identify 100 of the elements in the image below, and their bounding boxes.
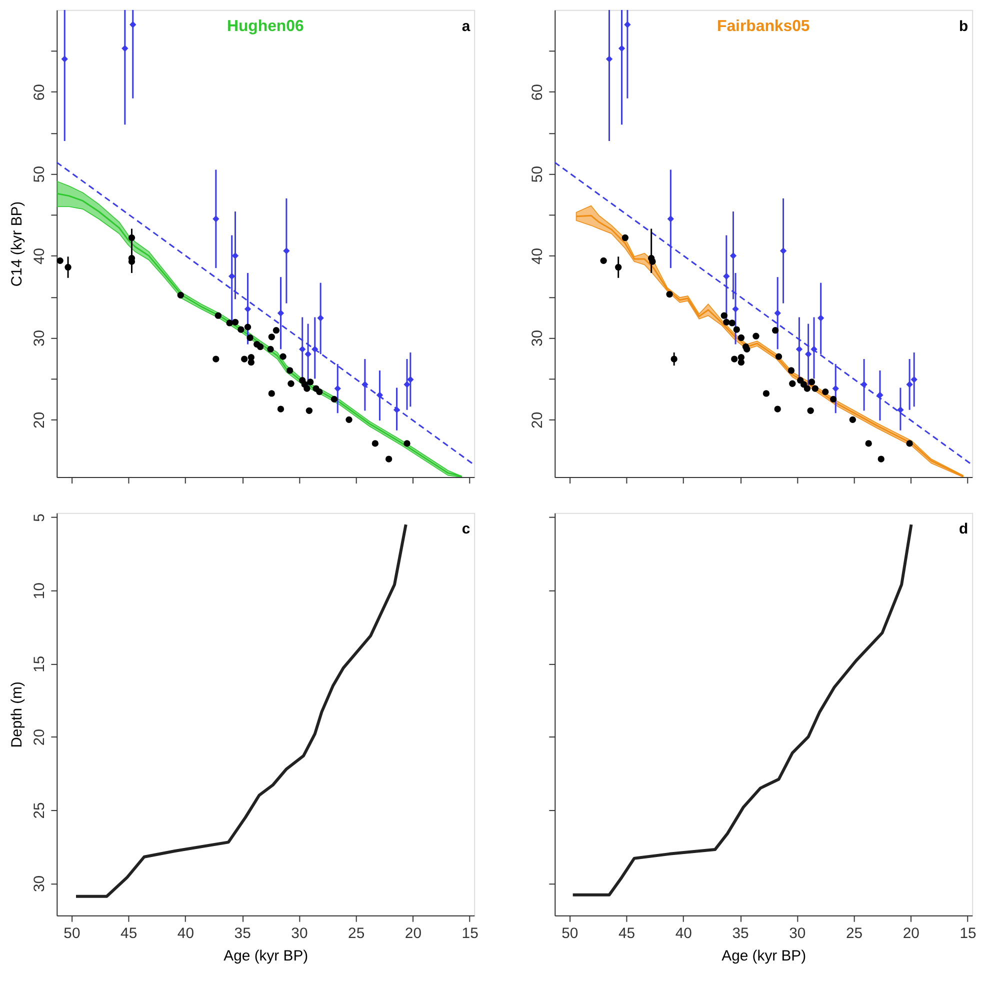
point	[299, 346, 306, 353]
point	[128, 234, 136, 242]
point	[730, 252, 737, 260]
x-axis-title: Age (kyr BP)	[722, 948, 806, 965]
point	[286, 367, 294, 374]
point	[277, 406, 284, 412]
x-tick-label: 35	[732, 926, 749, 942]
point	[226, 320, 233, 326]
y-tick-label: 20	[530, 412, 546, 428]
point	[232, 318, 239, 326]
point	[61, 56, 68, 62]
x-tick-label: 25	[846, 926, 863, 942]
point	[772, 327, 779, 334]
point	[268, 390, 275, 397]
point	[304, 385, 310, 392]
point	[878, 456, 884, 462]
point	[906, 440, 913, 447]
point	[241, 356, 248, 362]
y-tick-label: 40	[530, 248, 546, 265]
point	[738, 334, 745, 342]
point	[738, 358, 745, 366]
x-tick-label: 45	[120, 926, 138, 942]
point	[910, 376, 918, 383]
x-tick-label: 45	[618, 926, 636, 942]
y-tick-label: 50	[530, 166, 546, 183]
annotation: a	[462, 18, 471, 35]
y-tick-label: 30	[32, 330, 48, 347]
point	[404, 381, 410, 388]
point	[615, 264, 622, 271]
x-tick-label: 20	[902, 926, 920, 942]
point	[774, 406, 781, 412]
point	[720, 312, 728, 319]
point	[667, 216, 674, 222]
point	[807, 407, 814, 414]
point	[407, 376, 414, 383]
point	[666, 290, 673, 298]
point	[752, 332, 760, 340]
point	[810, 346, 818, 353]
y-tick-label: 60	[32, 84, 48, 101]
point	[774, 310, 781, 316]
y-tick-label: 40	[32, 248, 48, 265]
point	[267, 346, 274, 353]
y-axis-title: Depth (m)	[9, 681, 26, 748]
point	[788, 367, 795, 374]
point	[775, 353, 782, 360]
y-tick-label: 20	[32, 729, 48, 746]
point	[64, 264, 72, 271]
point	[214, 312, 222, 319]
point	[849, 416, 856, 424]
y-tick-label: 50	[32, 166, 48, 183]
point	[830, 396, 837, 403]
point	[723, 272, 730, 280]
point	[288, 380, 294, 387]
point	[618, 45, 626, 52]
point	[316, 388, 323, 396]
point	[796, 346, 803, 353]
point	[649, 258, 656, 265]
point	[728, 320, 736, 326]
y-tick-label: 15	[32, 656, 48, 672]
point	[812, 385, 818, 392]
point	[600, 257, 607, 264]
point	[832, 385, 839, 392]
point	[804, 385, 811, 392]
x-tick-label: 30	[789, 926, 806, 942]
point	[306, 407, 313, 414]
point	[56, 257, 64, 264]
point	[762, 390, 770, 397]
point	[346, 416, 352, 424]
y-tick-label: 5	[32, 514, 48, 522]
point	[372, 440, 378, 447]
point	[283, 248, 290, 254]
point	[277, 310, 284, 316]
point	[817, 314, 824, 322]
point	[897, 406, 904, 414]
text: Fairbanks05	[717, 18, 810, 35]
point	[334, 385, 341, 392]
point	[670, 356, 678, 362]
point	[244, 324, 252, 330]
point	[317, 314, 324, 322]
point	[731, 356, 738, 362]
point	[780, 248, 787, 254]
point	[606, 56, 613, 62]
point	[306, 378, 314, 386]
point	[130, 21, 136, 28]
point	[376, 392, 384, 398]
y-tick-label: 60	[530, 84, 546, 101]
point	[228, 272, 236, 280]
text: Hughen06	[226, 18, 304, 35]
x-tick-label: 35	[234, 926, 251, 942]
point	[177, 292, 184, 298]
y-tick-label: 10	[32, 582, 48, 600]
annotation: c	[462, 522, 470, 538]
point	[865, 440, 872, 447]
point	[822, 388, 829, 396]
x-tick-label: 15	[960, 926, 976, 942]
point	[808, 378, 816, 386]
point	[404, 440, 410, 447]
point	[280, 353, 286, 360]
point	[246, 334, 254, 342]
point	[906, 381, 913, 388]
